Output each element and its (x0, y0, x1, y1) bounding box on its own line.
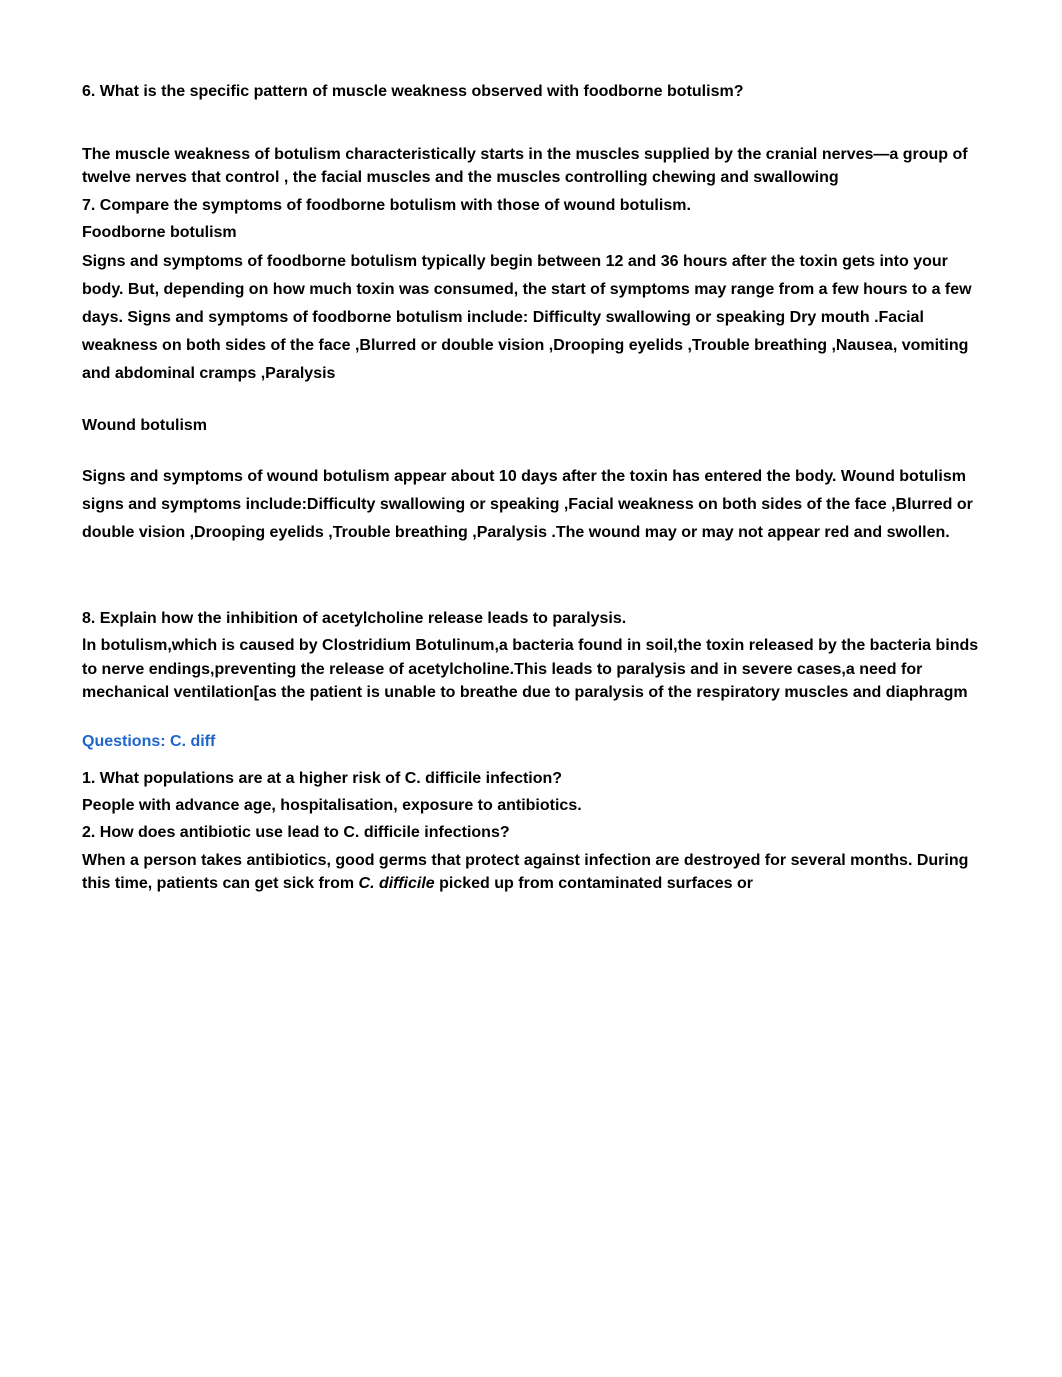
question-6-answer: The muscle weakness of botulism characte… (82, 143, 980, 189)
section-cdiff-heading: Questions: C. diff (82, 730, 980, 753)
question-8-answer: ln botulism,which is caused by Clostridi… (82, 634, 980, 704)
cdiff-question-1: 1. What populations are at a higher risk… (82, 767, 980, 790)
cdiff-question-2: 2. How does antibiotic use lead to C. di… (82, 821, 980, 844)
cdiff-answer-2: When a person takes antibiotics, good ge… (82, 849, 980, 895)
cdiff-answer-2-italic: C. difficile (359, 875, 435, 892)
foodborne-body: Signs and symptoms of foodborne botulism… (82, 248, 980, 388)
question-8-heading: 8. Explain how the inhibition of acetylc… (82, 607, 980, 630)
cdiff-answer-1: People with advance age, hospitalisation… (82, 794, 980, 817)
cdiff-answer-2-post: picked up from contaminated surfaces or (435, 875, 753, 892)
wound-body: Signs and symptoms of wound botulism app… (82, 463, 980, 547)
foodborne-title: Foodborne botulism (82, 221, 980, 244)
wound-title: Wound botulism (82, 414, 980, 437)
question-6-heading: 6. What is the specific pattern of muscl… (82, 80, 980, 103)
question-7-heading: 7. Compare the symptoms of foodborne bot… (82, 194, 980, 217)
